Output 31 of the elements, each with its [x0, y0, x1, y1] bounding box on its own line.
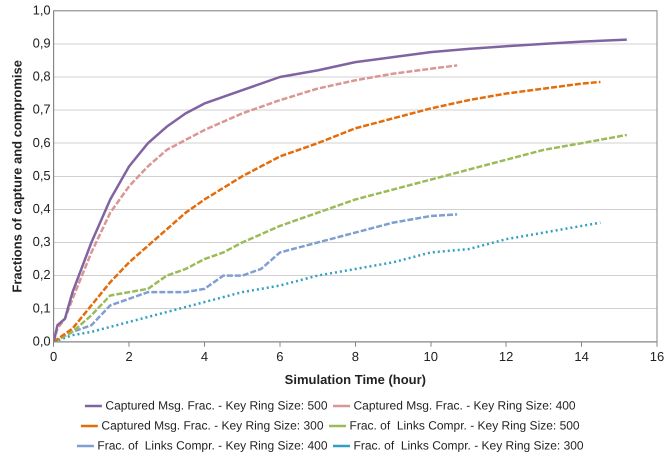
y-tick-label: 0,0: [32, 333, 51, 348]
y-tick-label: 0,1: [32, 300, 51, 316]
x-tick-label: 14: [574, 349, 589, 364]
legend-label: Captured Msg. Frac. - Key Ring Size: 400: [354, 398, 576, 412]
legend-label: Frac. of Links Compr. - Key Ring Size: 300: [354, 438, 584, 452]
line-series: [54, 134, 628, 342]
x-tick-label: 16: [650, 349, 664, 364]
legend-label: Frac. of Links Compr. - Key Ring Size: 500: [350, 418, 580, 432]
y-tick-label: 0,7: [32, 102, 51, 117]
legend-label: Frac. of Links Compr. - Key Ring Size: 400: [97, 438, 328, 452]
y-tick-label: 0,4: [32, 200, 51, 216]
x-tick-label: 8: [352, 349, 359, 364]
x-tick-label: 0: [50, 349, 58, 364]
x-tick-label: 4: [200, 349, 208, 364]
x-tick-label: 12: [498, 349, 514, 364]
line-series: [54, 80, 602, 342]
legend-label: Captured Msg. Frac. - Key Ring Size: 500: [105, 398, 328, 412]
x-tick-label: 6: [276, 349, 284, 364]
legend-label: Captured Msg. Frac. - Key Ring Size: 300: [101, 418, 324, 432]
y-tick-label: 0,5: [32, 168, 51, 183]
y-tick-label: 0,2: [32, 267, 51, 282]
y-axis-title: Fractions of capture and compromise: [9, 60, 24, 293]
y-tick-label: 1,0: [32, 2, 51, 18]
y-tick-label: 0,8: [32, 68, 51, 84]
x-tick-label: 2: [125, 349, 133, 364]
line-series: [54, 64, 458, 342]
y-tick-label: 0,3: [32, 234, 51, 250]
y-tick-label: 0,6: [32, 134, 51, 150]
x-axis-title: Simulation Time (hour): [284, 372, 426, 387]
y-tick-label: 0,9: [32, 35, 51, 50]
x-tick-label: 10: [424, 349, 438, 364]
